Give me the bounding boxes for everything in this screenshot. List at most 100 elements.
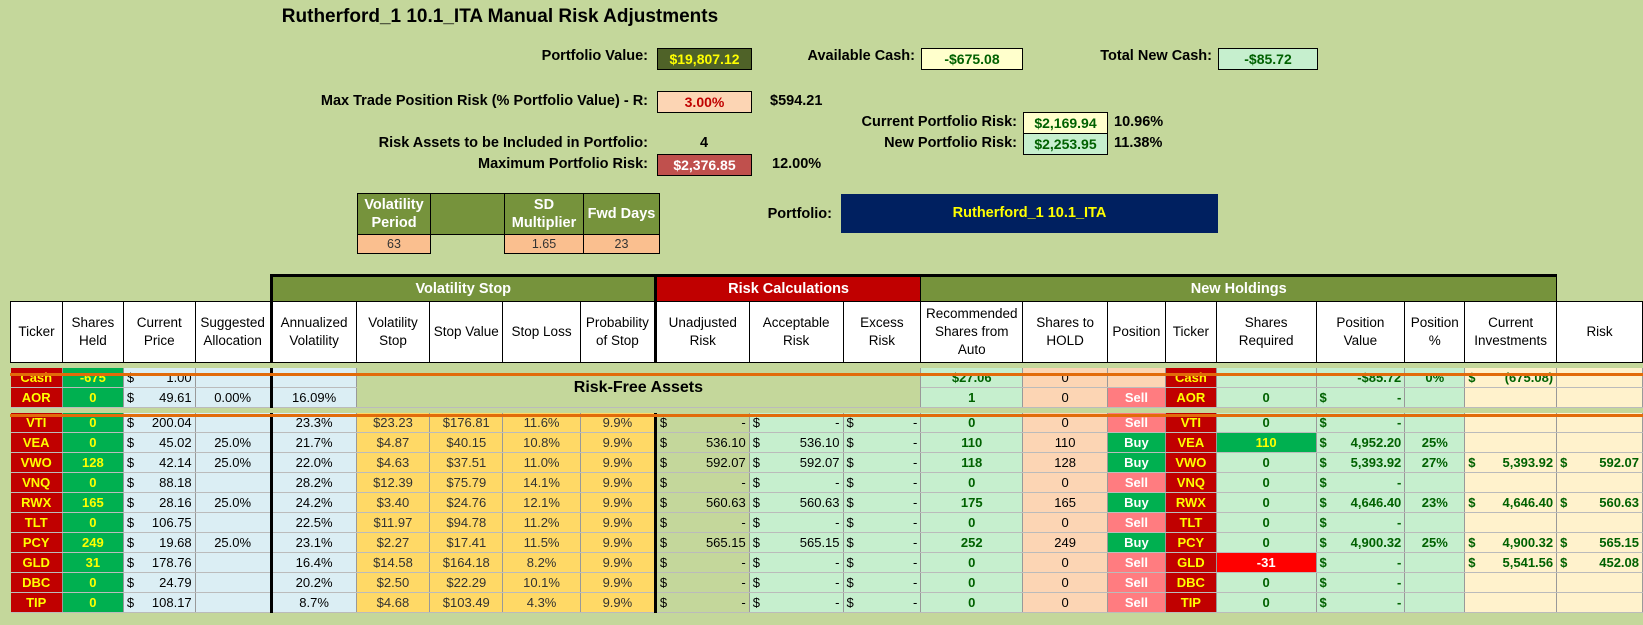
current-risk-amt: $2,169.94	[1023, 112, 1108, 134]
suggested-allocation-cell[interactable]: 25.0%	[195, 432, 272, 453]
shares-held-cell: 0	[62, 472, 124, 493]
shares-required-cell: 0	[1216, 512, 1317, 533]
ticker-cell: VTI	[10, 413, 63, 433]
max-portfolio-risk-amt: $2,376.85	[657, 154, 752, 176]
volatility-stop-cell: $4.68	[356, 592, 431, 613]
shares-to-hold-cell[interactable]: 0	[1022, 572, 1108, 593]
current-investments-cell	[1464, 572, 1558, 593]
group-risk-calculations: Risk Calculations	[653, 274, 921, 302]
column-header-current-investments: Current Investments	[1464, 301, 1558, 363]
ticker-cell: VNQ	[10, 472, 63, 493]
current-investments-cell: $5,393.92	[1464, 452, 1558, 473]
suggested-allocation-cell[interactable]	[195, 552, 272, 573]
annualized-volatility-cell: 23.1%	[269, 532, 357, 553]
stop-loss-cell: 12.1%	[502, 492, 581, 513]
column-header-volatility-stop: Volatility Stop	[355, 301, 431, 363]
stop-value-cell: $94.78	[429, 512, 504, 533]
ticker-cell-2: VNQ	[1165, 472, 1217, 493]
current-price-cell: $106.75	[123, 512, 196, 533]
unadjusted-risk-cell: $560.63	[653, 492, 750, 513]
new-risk-label: New Portfolio Risk:	[884, 135, 1017, 151]
risk-cell	[1556, 368, 1643, 388]
excess-risk-cell: $ -	[843, 492, 922, 513]
shares-held-cell: 0	[62, 572, 124, 593]
shares-to-hold-cell[interactable]: 0	[1022, 552, 1108, 573]
shares-to-hold-cell[interactable]: 128	[1022, 452, 1108, 473]
suggested-allocation-cell[interactable]	[195, 368, 272, 388]
current-price-cell: $200.04	[123, 413, 196, 433]
stop-loss-cell: 8.2%	[502, 552, 581, 573]
position-cell: Sell	[1107, 592, 1166, 613]
column-header-suggested-allocation: Suggested Allocation	[194, 301, 272, 363]
excess-risk-cell: $ -	[843, 552, 922, 573]
vol-period-value[interactable]: 63	[357, 234, 431, 254]
portfolio-name: Rutherford_1 10.1_ITA	[841, 194, 1218, 233]
current-investments-cell	[1464, 387, 1558, 408]
volatility-stop-cell: $4.87	[356, 432, 431, 453]
shares-to-hold-cell[interactable]: 165	[1022, 492, 1108, 513]
ticker-cell-2: TLT	[1165, 512, 1217, 533]
page-title: Rutherford_1 10.1_ITA Manual Risk Adjust…	[281, 6, 719, 27]
probability-of-stop-cell: 9.9%	[580, 492, 656, 513]
ticker-cell: PCY	[10, 532, 63, 553]
ticker-cell: RWX	[10, 492, 63, 513]
suggested-allocation-cell[interactable]: 25.0%	[195, 532, 272, 553]
acceptable-risk-cell: $ -	[749, 572, 844, 593]
shares-to-hold-cell[interactable]: 110	[1022, 432, 1108, 453]
suggested-allocation-cell[interactable]: 25.0%	[195, 452, 272, 473]
shares-required-cell: 0	[1216, 413, 1317, 433]
shares-to-hold-cell[interactable]: 0	[1022, 368, 1108, 388]
shares-to-hold-cell[interactable]: 0	[1022, 413, 1108, 433]
suggested-allocation-cell[interactable]	[195, 472, 272, 493]
max-portfolio-risk-label: Maximum Portfolio Risk:	[478, 156, 648, 172]
position-pct-cell	[1404, 387, 1466, 408]
column-header-stop-value: Stop Value	[429, 301, 504, 363]
ticker-cell: GLD	[10, 552, 63, 573]
stop-loss-cell: 11.2%	[502, 512, 581, 533]
suggested-allocation-cell[interactable]	[195, 512, 272, 533]
current-risk-label: Current Portfolio Risk:	[861, 114, 1017, 130]
suggested-allocation-cell[interactable]	[195, 592, 272, 613]
position-value-cell: $ -	[1316, 592, 1406, 613]
shares-to-hold-cell[interactable]: 0	[1022, 387, 1108, 408]
ticker-cell: TLT	[10, 512, 63, 533]
recommended-shares-cell: 0	[920, 552, 1024, 573]
shares-to-hold-cell[interactable]: 0	[1022, 592, 1108, 613]
fwd-days-value[interactable]: 23	[583, 234, 660, 254]
max-trade-risk-pct: 3.00%	[657, 91, 752, 113]
stop-loss-cell: 10.1%	[502, 572, 581, 593]
position-pct-cell: 25%	[1404, 432, 1466, 453]
unadjusted-risk-cell: $ -	[653, 512, 750, 533]
position-value-cell: $ -	[1316, 472, 1406, 493]
annualized-volatility-cell: 16.4%	[269, 552, 357, 573]
suggested-allocation-cell[interactable]	[195, 572, 272, 593]
annualized-volatility-cell: 23.3%	[269, 413, 357, 433]
ticker-cell-2: TIP	[1165, 592, 1217, 613]
ticker-cell: AOR	[10, 387, 63, 408]
shares-held-cell: 0	[62, 387, 124, 408]
suggested-allocation-cell[interactable]: 25.0%	[195, 492, 272, 513]
risk-cell	[1556, 572, 1643, 593]
position-pct-cell	[1404, 512, 1466, 533]
current-price-cell: $178.76	[123, 552, 196, 573]
position-cell: Sell	[1107, 552, 1166, 573]
current-investments-cell	[1464, 512, 1558, 533]
shares-to-hold-cell[interactable]: 249	[1022, 532, 1108, 553]
sd-multiplier-header: SD Multiplier	[504, 193, 584, 235]
suggested-allocation-cell[interactable]: 0.00%	[195, 387, 272, 408]
column-header-acceptable-risk: Acceptable Risk	[748, 301, 844, 363]
max-portfolio-risk-pct: 12.00%	[772, 156, 822, 172]
blank-header	[430, 193, 505, 235]
risk-cell	[1556, 413, 1643, 433]
shares-to-hold-cell[interactable]: 0	[1022, 512, 1108, 533]
sd-multiplier-value[interactable]: 1.65	[504, 234, 584, 254]
excess-risk-cell: $ -	[843, 572, 922, 593]
shares-to-hold-cell[interactable]: 0	[1022, 472, 1108, 493]
position-cell: Sell	[1107, 413, 1166, 433]
volatility-stop-cell: $14.58	[356, 552, 431, 573]
unadjusted-risk-cell: $592.07	[653, 452, 750, 473]
fwd-days-header: Fwd Days	[583, 193, 660, 235]
volatility-stop-cell: $23.23	[356, 413, 431, 433]
stop-loss-cell: 11.0%	[502, 452, 581, 473]
stop-value-cell: $24.76	[429, 492, 504, 513]
